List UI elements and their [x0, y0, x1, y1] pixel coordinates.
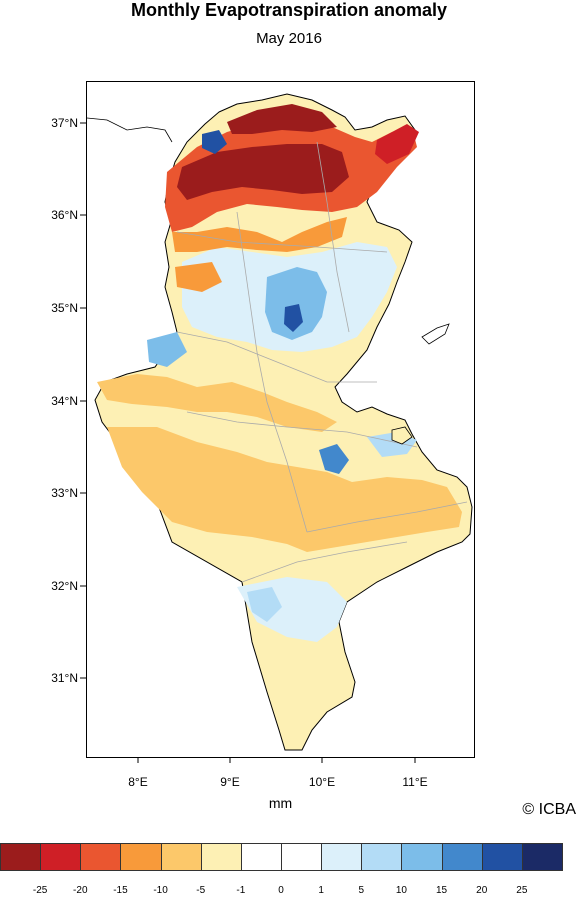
colorbar-swatch — [240, 843, 282, 871]
colorbar-label: -25 — [32, 885, 48, 896]
lat-label-32: 32°N — [51, 579, 78, 593]
colorbar-swatch — [481, 843, 523, 871]
colorbar-label: 25 — [516, 885, 528, 896]
colorbar-swatch — [441, 843, 483, 871]
credit-text: © ICBA — [522, 801, 576, 818]
colorbar-label: 20 — [476, 885, 488, 896]
colorbar-label: 10 — [395, 885, 407, 896]
colorbar-swatch — [521, 843, 563, 871]
lat-label-33: 33°N — [51, 486, 78, 500]
colorbar-swatch — [160, 843, 202, 871]
anomaly-region-blue-north — [202, 130, 227, 154]
lon-label-10: 10°E — [308, 775, 336, 789]
colorbar-swatch — [120, 843, 162, 871]
colorbar-swatch — [401, 843, 443, 871]
colorbar-label: 5 — [358, 885, 365, 896]
neighbor-border-line — [87, 117, 173, 143]
colorbar-label: -1 — [236, 885, 246, 896]
colorbar-swatch — [0, 843, 42, 871]
anomaly-region-darkred-top — [227, 104, 337, 134]
lat-label-31: 31°N — [51, 671, 78, 685]
map-title: Monthly Evapotranspiration anomaly — [130, 0, 448, 20]
anomaly-region-darkred-northeast — [375, 124, 419, 164]
tunisia-map — [87, 93, 473, 751]
djerba-island — [391, 426, 413, 445]
admin-boundaries — [176, 141, 468, 583]
map-plot-area — [86, 81, 475, 758]
colorbar-swatch — [40, 843, 82, 871]
anomaly-region-orange-south — [107, 427, 462, 552]
lat-label-37: 37°N — [51, 116, 78, 130]
anomaly-region-orange-westcentral — [175, 262, 222, 292]
anomaly-region-orange-central — [97, 374, 337, 432]
colorbar-swatch — [361, 843, 403, 871]
colorbar-label: 0 — [278, 885, 284, 896]
lon-label-11: 11°E — [402, 775, 428, 789]
colorbar-swatch — [321, 843, 363, 871]
anomaly-region-blue-center — [265, 267, 327, 340]
x-axis-title: mm — [268, 795, 293, 811]
anomaly-region-orange-north — [172, 217, 347, 252]
anomaly-region-blue-south — [247, 587, 282, 622]
colorbar-swatch — [281, 843, 323, 871]
lat-label-36: 36°N — [51, 208, 78, 222]
x-ticks — [137, 757, 416, 763]
lon-label-8: 8°E — [128, 775, 148, 789]
y-ticks — [80, 122, 86, 679]
colorbar-label: 1 — [318, 885, 324, 896]
colorbar-label: -5 — [196, 885, 206, 896]
colorbar-swatch — [200, 843, 242, 871]
kerkennah-island — [421, 323, 450, 345]
anomaly-region-darkblue-center — [284, 304, 303, 332]
colorbar — [0, 843, 563, 871]
anomaly-region-darkred-north — [177, 144, 349, 200]
colorbar-label: 15 — [436, 885, 448, 896]
anomaly-region-blue-west — [147, 332, 187, 367]
colorbar-label: -20 — [73, 885, 88, 896]
lat-label-34: 34°N — [51, 394, 78, 408]
anomaly-region-blue-east — [319, 444, 349, 474]
lat-label-35: 35°N — [51, 301, 78, 315]
colorbar-swatch — [80, 843, 122, 871]
colorbar-label: -10 — [153, 885, 168, 896]
colorbar-label: -15 — [113, 885, 128, 896]
lon-label-9: 9°E — [220, 775, 240, 789]
map-subtitle: May 2016 — [256, 30, 322, 47]
